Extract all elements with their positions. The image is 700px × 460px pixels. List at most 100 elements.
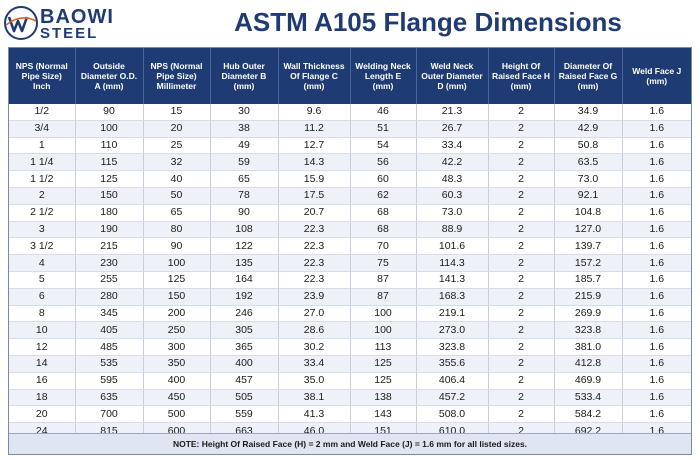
table-row: 3 1/2 215 90 122 22.3 70 101.6 2 139.7 1.6 xyxy=(9,237,691,256)
table-cell: 323.8 xyxy=(416,338,489,356)
table-cell: 8 xyxy=(9,305,76,323)
table-cell: 114.3 xyxy=(416,254,489,272)
table-cell: 122 xyxy=(210,237,279,256)
table-cell: 200 xyxy=(143,305,211,323)
table-cell: 230 xyxy=(75,254,144,272)
table-cell: 1.6 xyxy=(622,355,691,373)
table-cell: 125 xyxy=(75,170,144,188)
table-cell: 381.0 xyxy=(554,338,623,356)
table-cell: 500 xyxy=(143,405,211,424)
table-cell: 63.5 xyxy=(554,153,623,172)
table-cell: 15.9 xyxy=(278,170,351,188)
table-cell: 1.6 xyxy=(622,170,691,188)
table-cell: 50 xyxy=(143,187,211,205)
table-cell: 250 xyxy=(143,321,211,340)
table-cell: 700 xyxy=(75,405,144,424)
table-cell: 22.3 xyxy=(278,237,351,256)
table-cell: 355.6 xyxy=(416,355,489,373)
table-cell: 12 xyxy=(9,338,76,356)
table-cell: 2 xyxy=(488,271,555,289)
table-cell: 323.8 xyxy=(554,321,623,340)
table-cell: 412.8 xyxy=(554,355,623,373)
table-cell: 180 xyxy=(75,204,144,222)
table-note: NOTE: Height Of Raised Face (H) = 2 mm a… xyxy=(9,433,691,454)
table-cell: 457 xyxy=(210,372,279,390)
table-cell: 51 xyxy=(350,120,417,138)
table-cell: 215.9 xyxy=(554,288,623,306)
table-cell: 405 xyxy=(75,321,144,340)
table-cell: 14.3 xyxy=(278,153,351,172)
table-cell: 78 xyxy=(210,187,279,205)
table-body: 1/2 90 15 30 9.6 46 21.3 2 34.9 1.6 3/4 100 20 38 11.2… xyxy=(9,104,691,440)
table-cell: 2 xyxy=(488,288,555,306)
table-cell: 1.6 xyxy=(622,305,691,323)
table-cell: 15 xyxy=(143,104,211,121)
table-row: 1 1/4 115 32 59 14.3 56 42.2 2 63.5 1.6 xyxy=(9,153,691,172)
table-cell: 40 xyxy=(143,170,211,188)
table-cell: 65 xyxy=(210,170,279,188)
table-cell: 2 xyxy=(488,305,555,323)
table-cell: 2 xyxy=(488,254,555,272)
table-cell: 141.3 xyxy=(416,271,489,289)
table-cell: 65 xyxy=(143,204,211,222)
table-cell: 2 xyxy=(488,355,555,373)
table-cell: 104.8 xyxy=(554,204,623,222)
table-cell: 135 xyxy=(210,254,279,272)
table-cell: 125 xyxy=(350,372,417,390)
table-cell: 27.0 xyxy=(278,305,351,323)
table-cell: 87 xyxy=(350,271,417,289)
table-cell: 300 xyxy=(143,338,211,356)
table-cell: 2 xyxy=(488,104,555,121)
table-cell: 80 xyxy=(143,221,211,239)
table-cell: 269.9 xyxy=(554,305,623,323)
table-cell: 255 xyxy=(75,271,144,289)
table-cell: 28.6 xyxy=(278,321,351,340)
table-row: 5 255 125 164 22.3 87 141.3 2 185.7 1.6 xyxy=(9,271,691,289)
table-cell: 90 xyxy=(143,237,211,256)
table-cell: 1.6 xyxy=(622,104,691,121)
table-cell: 33.4 xyxy=(278,355,351,373)
table-cell: 2 xyxy=(488,405,555,424)
table-cell: 6 xyxy=(9,288,76,306)
table-cell: 1.6 xyxy=(622,389,691,407)
table-cell: 92.1 xyxy=(554,187,623,205)
table-cell: 185.7 xyxy=(554,271,623,289)
column-header: Wall Thickness Of Flange C (mm) xyxy=(278,48,351,104)
table-cell: 113 xyxy=(350,338,417,356)
table-cell: 90 xyxy=(210,204,279,222)
column-header: Hub Outer Diameter B (mm) xyxy=(210,48,279,104)
table-cell: 2 xyxy=(488,120,555,138)
table-cell: 18 xyxy=(9,389,76,407)
table-cell: 115 xyxy=(75,153,144,172)
table-row: 20 700 500 559 41.3 143 508.0 2 584.2 1.6 xyxy=(9,405,691,424)
table-cell: 406.4 xyxy=(416,372,489,390)
header-row: NPS (Normal Pipe Size) Inch Outside Diame… xyxy=(9,48,691,104)
table-cell: 2 xyxy=(488,204,555,222)
table-cell: 9.6 xyxy=(278,104,351,121)
table-cell: 87 xyxy=(350,288,417,306)
table-cell: 30.2 xyxy=(278,338,351,356)
column-header: Weld Face J (mm) xyxy=(622,48,691,104)
table-cell: 400 xyxy=(210,355,279,373)
column-header: NPS (Normal Pipe Size) Inch xyxy=(9,48,76,104)
table-cell: 42.2 xyxy=(416,153,489,172)
column-header: Outside Diameter O.D. A (mm) xyxy=(75,48,144,104)
table-cell: 150 xyxy=(75,187,144,205)
table-cell: 17.5 xyxy=(278,187,351,205)
table-cell: 35.0 xyxy=(278,372,351,390)
table-cell: 535 xyxy=(75,355,144,373)
table-cell: 90 xyxy=(75,104,144,121)
table-row: 3/4 100 20 38 11.2 51 26.7 2 42.9 1.6 xyxy=(9,120,691,138)
table-cell: 73.0 xyxy=(554,170,623,188)
table-cell: 190 xyxy=(75,221,144,239)
table-cell: 192 xyxy=(210,288,279,306)
table-row: 2 150 50 78 17.5 62 60.3 2 92.1 1.6 xyxy=(9,187,691,205)
table-cell: 100 xyxy=(350,321,417,340)
table-row: 14 535 350 400 33.4 125 355.6 2 412.8 1.6 xyxy=(9,355,691,373)
table-cell: 350 xyxy=(143,355,211,373)
table-cell: 68 xyxy=(350,204,417,222)
table-cell: 1/2 xyxy=(9,104,76,121)
table-cell: 22.3 xyxy=(278,221,351,239)
table-cell: 150 xyxy=(143,288,211,306)
table-row: 12 485 300 365 30.2 113 323.8 2 381.0 1.6 xyxy=(9,338,691,356)
